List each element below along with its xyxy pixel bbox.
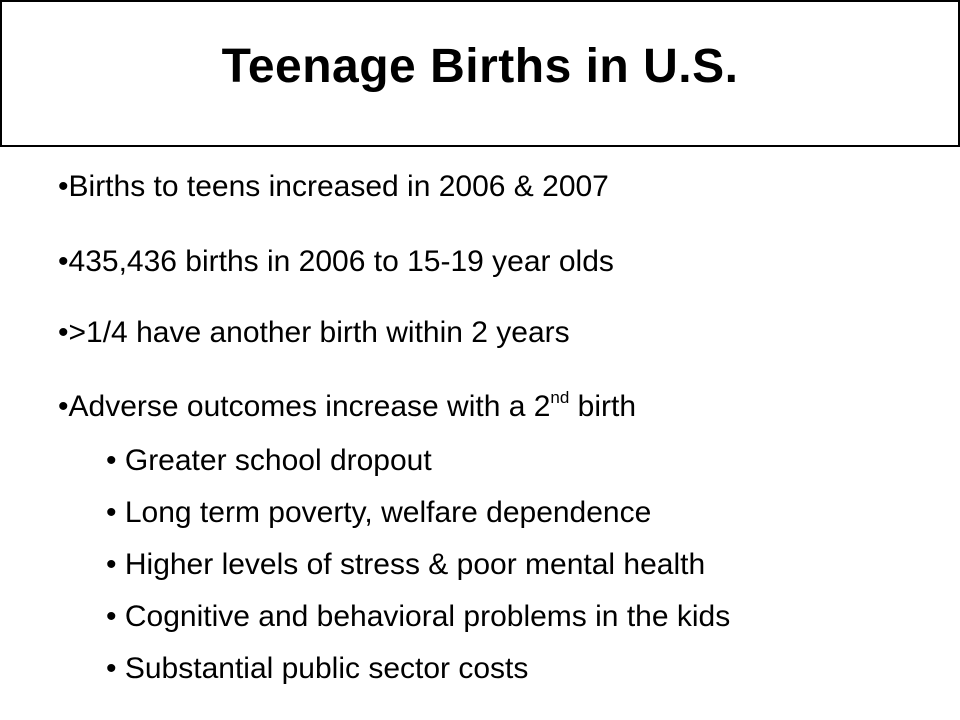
superscript: nd bbox=[550, 388, 570, 407]
sub-bullet-text: Higher levels of stress & poor mental he… bbox=[124, 548, 706, 581]
sub-bullet-item: • Greater school dropout bbox=[106, 444, 432, 478]
sub-bullet-marker: • bbox=[106, 652, 117, 685]
bullet-marker: • bbox=[58, 170, 69, 203]
bullet-text: Adverse outcomes increase with a 2 bbox=[68, 390, 551, 423]
sub-bullet-marker: • bbox=[106, 444, 117, 477]
bullet-text: Births to teens increased in 2006 & 2007 bbox=[68, 170, 609, 203]
sub-bullet-text: Cognitive and behavioral problems in the… bbox=[124, 600, 731, 633]
bullet-text: >1/4 have another birth within 2 years bbox=[68, 316, 570, 349]
sub-bullet-item: • Cognitive and behavioral problems in t… bbox=[106, 600, 730, 634]
sub-bullet-marker: • bbox=[106, 496, 117, 529]
sub-bullet-marker: • bbox=[106, 600, 117, 633]
bullet-item: •Adverse outcomes increase with a 2nd bi… bbox=[58, 388, 637, 424]
sub-bullet-item: • Higher levels of stress & poor mental … bbox=[106, 548, 705, 582]
sub-bullet-item: • Long term poverty, welfare dependence bbox=[106, 496, 651, 530]
bullet-item: •435,436 births in 2006 to 15-19 year ol… bbox=[58, 245, 614, 279]
sub-bullet-text: Greater school dropout bbox=[124, 444, 432, 477]
bullet-text: 435,436 births in 2006 to 15-19 year old… bbox=[68, 245, 614, 278]
bullet-marker: • bbox=[58, 390, 69, 423]
bullet-marker: • bbox=[58, 245, 69, 278]
sub-bullet-text: Substantial public sector costs bbox=[124, 652, 529, 685]
sub-bullet-marker: • bbox=[106, 548, 117, 581]
sub-bullet-item: • Substantial public sector costs bbox=[106, 652, 528, 686]
bullet-marker: • bbox=[58, 316, 69, 349]
bullet-item: •>1/4 have another birth within 2 years bbox=[58, 316, 570, 350]
title-box: Teenage Births in U.S. bbox=[0, 0, 960, 147]
sub-bullet-text: Long term poverty, welfare dependence bbox=[124, 496, 652, 529]
bullet-text-end: birth bbox=[569, 390, 637, 423]
bullet-item: •Births to teens increased in 2006 & 200… bbox=[58, 170, 609, 204]
slide-title: Teenage Births in U.S. bbox=[221, 40, 739, 93]
